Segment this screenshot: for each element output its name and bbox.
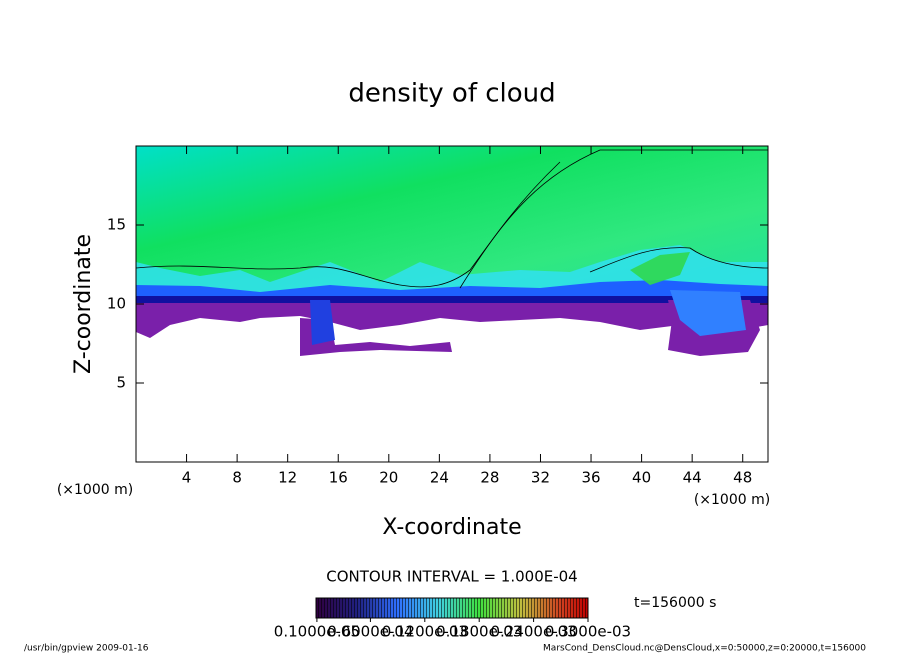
x-tick-label: 20 [379, 469, 398, 487]
y-unit: (×1000 m) [694, 492, 770, 508]
x-axis-label: X-coordinate [382, 515, 521, 540]
footer-left: /usr/bin/gpview 2009-01-16 [24, 644, 149, 654]
x-tick-label: 24 [430, 469, 449, 487]
colorbar-tick-label: 0.1200e-03 [382, 623, 468, 641]
contour-interval: CONTOUR INTERVAL = 1.000E-04 [326, 568, 577, 586]
colorbar-tick-label: 0.2400e-03 [490, 623, 576, 641]
x-tick-label: 48 [733, 469, 752, 487]
x-tick-label: 16 [329, 469, 348, 487]
x-tick-label: 32 [531, 469, 550, 487]
colorbar-stripes [315, 597, 589, 619]
colorbar-tick-label: 0.1800e-03 [436, 623, 522, 641]
x-tick-label: 4 [182, 469, 192, 487]
colorbar-tick-label: 0.1000e-05 [274, 623, 360, 641]
x-unit: (×1000 m) [57, 482, 133, 498]
time-label: t=156000 s [634, 595, 716, 611]
x-tick-label: 36 [581, 469, 600, 487]
chart-title: density of cloud [348, 79, 555, 109]
x-tick-label: 44 [683, 469, 702, 487]
x-tick-label: 28 [480, 469, 499, 487]
y-axis-label: Z-coordinate [71, 234, 96, 374]
x-tick-label: 8 [232, 469, 242, 487]
colorbar-tick-label: 0.6000e-04 [327, 623, 413, 641]
x-tick-label: 40 [632, 469, 651, 487]
y-tick-label: 15 [107, 216, 126, 234]
x-tick-label: 12 [278, 469, 297, 487]
colorbar-tick-label: 0.3000e-03 [545, 623, 631, 641]
field [136, 146, 768, 356]
y-tick-label: 10 [107, 295, 126, 313]
footer-right: MarsCond_DensCloud.nc@DensCloud,x=0:5000… [543, 644, 866, 654]
y-tick-label: 5 [116, 374, 126, 392]
